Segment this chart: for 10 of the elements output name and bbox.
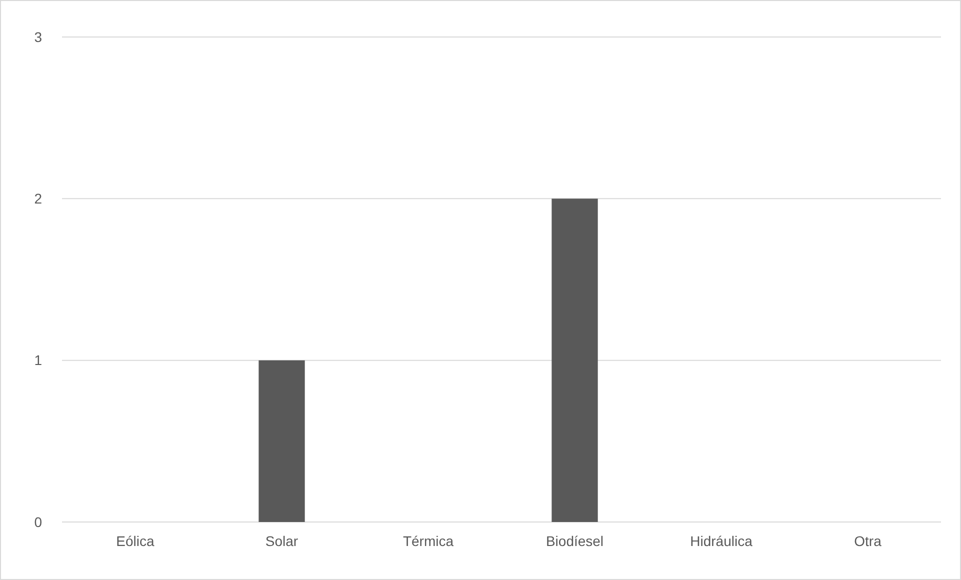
x-tick-label: Eólica: [116, 533, 155, 549]
x-tick-label: Térmica: [402, 533, 454, 549]
y-tick-label: 3: [34, 28, 42, 45]
x-tick-label: Hidráulica: [690, 533, 753, 549]
y-tick-label: 0: [34, 514, 42, 530]
x-tick-label: Otra: [854, 533, 882, 549]
x-tick-label: Solar: [265, 533, 298, 549]
y-tick-label: 1: [34, 352, 42, 368]
x-tick-label: Biodíesel: [546, 533, 604, 549]
y-tick-label: 2: [34, 190, 42, 207]
